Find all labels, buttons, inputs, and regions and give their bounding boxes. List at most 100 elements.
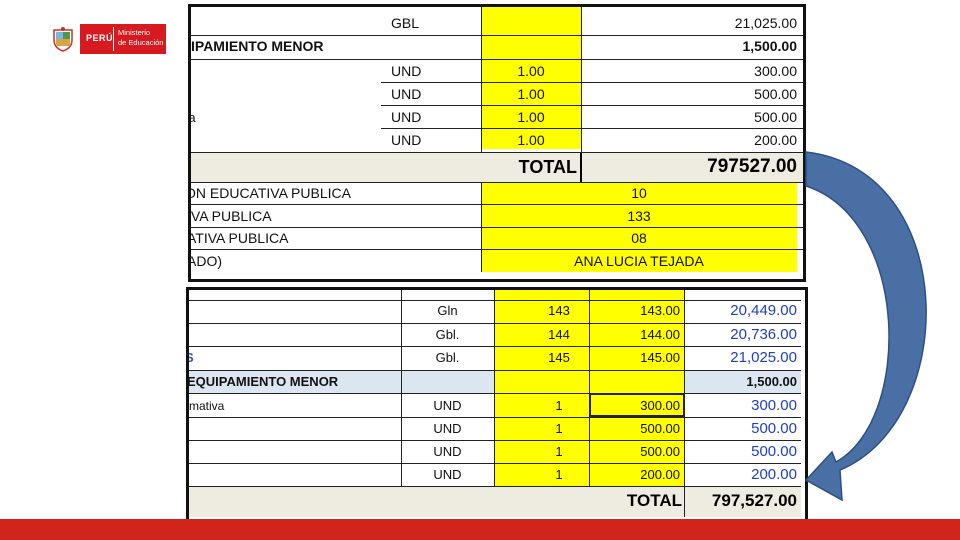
num-cell: 1 — [555, 398, 563, 413]
grid-line — [581, 7, 582, 152]
num-cell: 144 — [548, 327, 570, 342]
section-label: EQUIPAMIENTO MENOR — [187, 374, 339, 389]
price-cell: 145.00 — [640, 350, 680, 365]
desc-cell: iva — [188, 110, 196, 125]
grid-line — [589, 290, 590, 487]
amount-cell: 21,025.00 — [734, 15, 797, 31]
cell-selection-outline — [589, 393, 685, 417]
info-value: ANA LUCIA TEJADA — [574, 253, 704, 269]
num-cell: 1 — [555, 444, 563, 459]
total-row — [189, 487, 801, 517]
grid-line — [381, 105, 803, 106]
total-value: 797527.00 — [707, 156, 797, 177]
grid-line — [191, 204, 803, 205]
grid-line — [191, 152, 803, 153]
grid-line — [191, 182, 803, 183]
total-divider — [580, 152, 582, 182]
ministry-line-2: de Educación — [118, 38, 164, 47]
grid-line — [191, 59, 803, 60]
grid-line — [189, 370, 801, 371]
footer-bar — [0, 519, 960, 540]
grid-line — [189, 300, 801, 301]
amount-cell: 20,736.00 — [730, 326, 797, 343]
amount-cell: 21,025.00 — [730, 349, 797, 366]
grid-line — [191, 35, 803, 36]
unit-cell: Gbl. — [435, 327, 460, 342]
num-cell: 1 — [555, 467, 563, 482]
info-value: 133 — [627, 208, 651, 224]
qty-cell: 1.00 — [517, 109, 545, 125]
grid-line — [191, 249, 803, 250]
num-cell: 1 — [555, 421, 563, 436]
price-cell: 500.00 — [640, 444, 680, 459]
grid-line — [189, 440, 801, 441]
amount-cell: 1,500.00 — [746, 374, 797, 389]
grid-line — [191, 227, 803, 228]
amount-cell: 20,449.00 — [730, 302, 797, 319]
info-label: ATIVA PUBLICA — [188, 230, 289, 246]
info-label: IVA PUBLICA — [188, 208, 272, 224]
section-label: IPAMIENTO MENOR — [191, 38, 324, 54]
qty-cell: 1.00 — [517, 63, 545, 79]
info-value: 08 — [631, 230, 647, 246]
coat-of-arms-icon — [53, 27, 73, 52]
amount-cell: 500.00 — [754, 86, 797, 102]
amount-cell: 200.00 — [751, 466, 797, 483]
qty-cell: 1.00 — [517, 132, 545, 148]
price-cell: 500.00 — [640, 421, 680, 436]
unit-cell: Gbl. — [435, 350, 460, 365]
total-row — [191, 152, 803, 182]
price-cell-selected[interactable]: 300.00 — [640, 398, 680, 413]
unit-cell: UND — [433, 467, 462, 482]
info-label: ADO) — [188, 253, 222, 269]
section-row-highlight — [189, 370, 494, 393]
ministry-logo: PERÚ Ministerio de Educación — [50, 24, 190, 54]
unit-cell: UND — [391, 86, 422, 102]
section-row-highlight — [684, 370, 801, 393]
total-label: TOTAL — [518, 157, 577, 177]
price-cell: 143.00 — [640, 303, 680, 318]
grid-line — [381, 128, 803, 129]
amount-cell: 300.00 — [754, 63, 797, 79]
unit-cell: GBL — [391, 15, 420, 31]
unit-cell: UND — [433, 444, 462, 459]
desc-cell: S — [189, 347, 245, 369]
banner-divider — [113, 27, 114, 51]
unit-cell: UND — [433, 398, 462, 413]
total-label: TOTAL — [626, 491, 682, 510]
amount-cell: 500.00 — [751, 443, 797, 460]
price-cell: 144.00 — [640, 327, 680, 342]
unit-cell: UND — [391, 109, 422, 125]
grid-line — [189, 346, 801, 347]
unit-cell: Gln — [437, 303, 458, 318]
grid-line — [481, 7, 482, 152]
amount-cell: 1,500.00 — [742, 38, 798, 54]
num-cell: 143 — [548, 303, 570, 318]
grid-line — [494, 290, 495, 487]
price-cell: 200.00 — [640, 467, 680, 482]
country-label: PERÚ — [86, 33, 114, 43]
grid-line — [684, 290, 685, 517]
spreadsheet-top: GBL 21,025.00 IPAMIENTO MENOR 1,500.00 U… — [188, 4, 806, 282]
grid-line — [189, 393, 801, 394]
desc-cell: rmativa — [186, 399, 225, 413]
grid-line — [481, 182, 482, 272]
amount-cell: 500.00 — [751, 420, 797, 437]
ministry-label: Ministerio de Educación — [118, 28, 163, 48]
spreadsheet-bottom: Gln 143 143.00 20,449.00 Gbl. 144 144.00… — [186, 287, 808, 523]
grid-line — [189, 417, 801, 418]
grid-line — [381, 82, 803, 83]
qty-column-highlight — [481, 7, 581, 149]
info-value: 10 — [631, 185, 647, 201]
amount-cell: 300.00 — [751, 397, 797, 414]
num-cell: 145 — [548, 350, 570, 365]
grid-line — [189, 486, 801, 487]
total-value: 797,527.00 — [711, 491, 797, 510]
grid-line — [401, 290, 402, 487]
info-label: ON EDUCATIVA PUBLICA — [188, 185, 351, 201]
qty-cell: 1.00 — [517, 86, 545, 102]
grid-line — [189, 323, 801, 324]
unit-cell: UND — [433, 421, 462, 436]
unit-cell: UND — [391, 132, 422, 148]
ministry-line-1: Ministerio — [118, 28, 151, 37]
